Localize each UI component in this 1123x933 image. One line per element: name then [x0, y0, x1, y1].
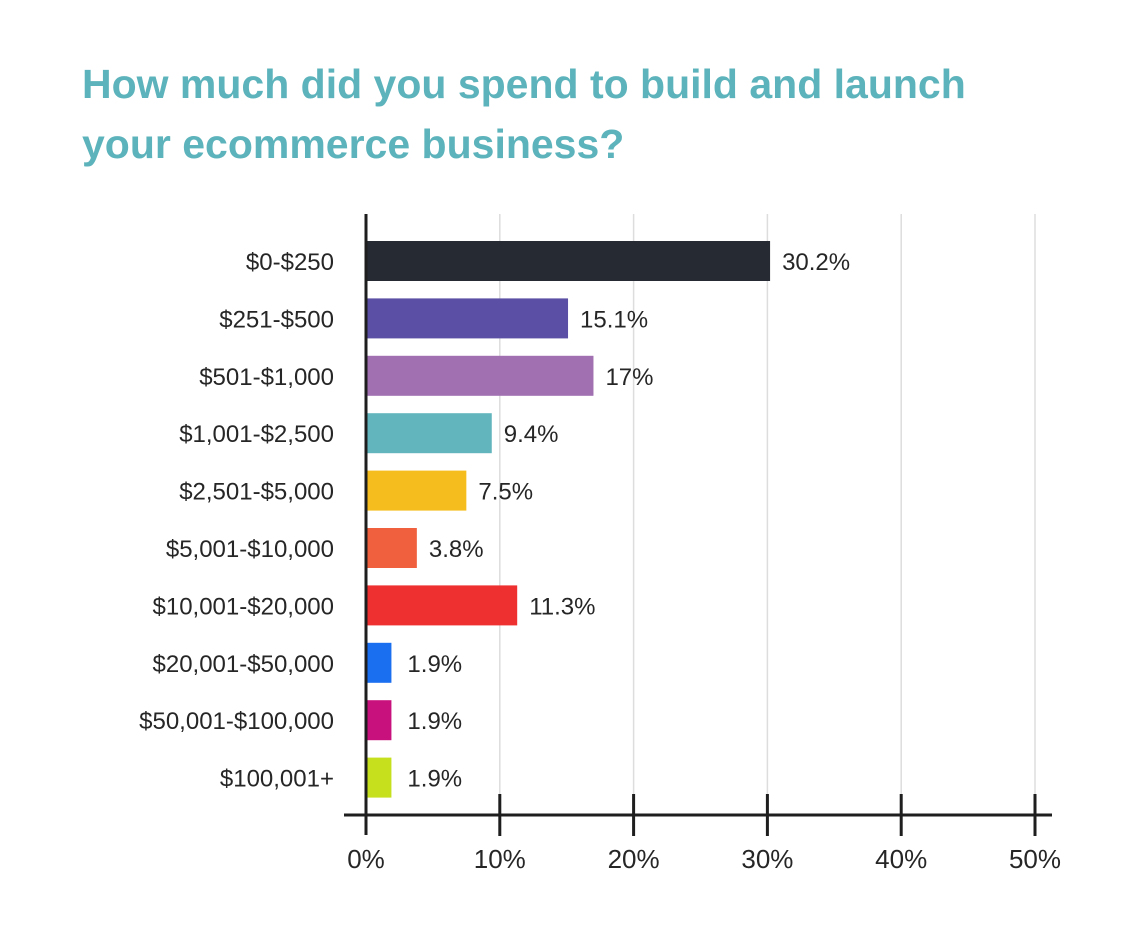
value-label-3: 9.4% — [504, 421, 559, 448]
category-label-1: $251-$500 — [219, 306, 334, 333]
value-label-7: 1.9% — [407, 651, 462, 678]
value-label-6: 11.3% — [529, 593, 595, 620]
chart-title-line-2: your ecommerce business? — [82, 121, 625, 167]
labels: $0-$250 30.2% $251-$500 15.1% $501-$1,000 17%… — [139, 249, 1061, 874]
category-label-0: $0-$250 — [246, 249, 334, 276]
x-tick-label-50: 50% — [1009, 844, 1061, 874]
category-label-8: $50,001-$100,000 — [139, 708, 334, 735]
axes — [344, 214, 1052, 836]
category-label-7: $20,001-$50,000 — [153, 651, 335, 678]
bar-3 — [366, 413, 492, 454]
value-label-9: 1.9% — [407, 766, 462, 793]
bar-8 — [366, 700, 392, 741]
bar-4 — [366, 470, 467, 511]
grid-lines — [499, 214, 1036, 815]
bar-7 — [366, 642, 392, 683]
category-label-3: $1,001-$2,500 — [179, 421, 334, 448]
value-label-1: 15.1% — [580, 306, 648, 333]
category-label-4: $2,501-$5,000 — [179, 479, 334, 506]
x-tick-label-40: 40% — [875, 844, 927, 874]
category-label-6: $10,001-$20,000 — [153, 593, 335, 620]
category-label-2: $501-$1,000 — [199, 364, 334, 391]
x-tick-label-10: 10% — [474, 844, 526, 874]
x-tick-label-0: 0% — [347, 844, 385, 874]
bar-0 — [366, 241, 771, 281]
bar-2 — [366, 355, 594, 396]
value-label-8: 1.9% — [407, 708, 462, 735]
category-label-9: $100,001+ — [220, 766, 334, 793]
category-label-5: $5,001-$10,000 — [166, 536, 334, 563]
x-tick-label-20: 20% — [608, 844, 660, 874]
chart-title: How much did you spend to build and laun… — [82, 54, 1082, 174]
bar-5 — [366, 528, 417, 568]
value-label-5: 3.8% — [429, 536, 484, 563]
value-label-4: 7.5% — [478, 479, 533, 506]
x-tick-label-30: 30% — [741, 844, 793, 874]
bar-1 — [366, 298, 569, 339]
chart-title-line-1: How much did you spend to build and laun… — [82, 61, 966, 107]
bars — [366, 241, 771, 798]
bar-6 — [366, 585, 518, 626]
bar-9 — [366, 757, 392, 798]
value-label-2: 17% — [605, 364, 653, 391]
value-label-0: 30.2% — [782, 249, 850, 276]
